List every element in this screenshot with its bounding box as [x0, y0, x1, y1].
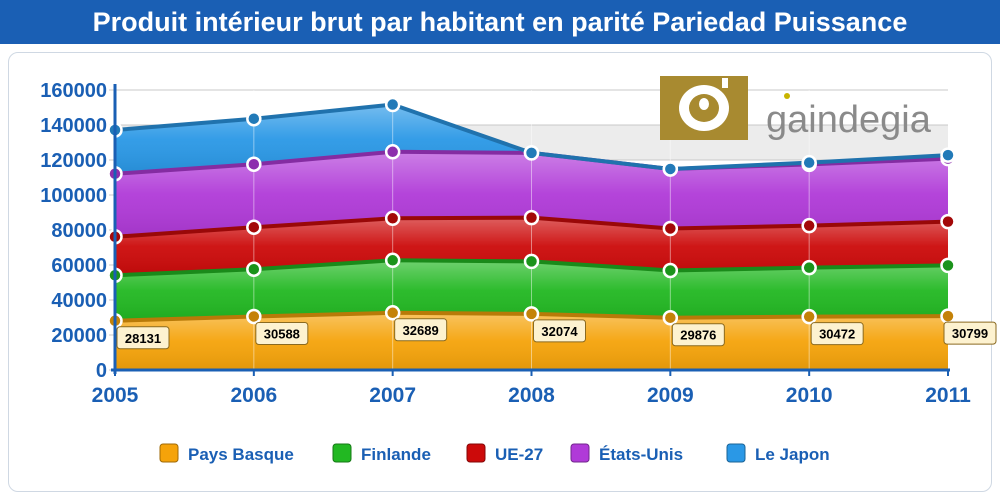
areas: [115, 104, 948, 370]
point-finlande: [662, 262, 679, 279]
point-pays-basque: [523, 306, 540, 322]
legend-label: Finlande: [361, 445, 431, 464]
legend-label: États-Unis: [599, 445, 683, 464]
data-label-box: [671, 323, 725, 347]
data-label-box: [255, 321, 309, 345]
point--tats-unis: [246, 156, 262, 172]
legend-swatch: [159, 443, 179, 463]
y-tick-label: 140000: [40, 115, 107, 137]
data-label: 30472: [810, 322, 864, 346]
y-tick-label: 80000: [51, 220, 107, 242]
point-pays-basque: [940, 308, 956, 324]
point-ue-27: [246, 219, 262, 235]
x-tick-label: 2006: [230, 384, 277, 407]
data-label-box: [533, 319, 586, 343]
point-le-japon: [801, 154, 817, 171]
logo-dot: [784, 93, 790, 99]
legend-label: Le Japon: [755, 445, 830, 464]
point-pays-basque: [801, 308, 817, 325]
legend-swatch: [726, 443, 746, 463]
data-label-box: [394, 318, 448, 342]
data-labels: 28131 30588 32689 32074 29876 30472 30799: [116, 318, 997, 350]
legend-label: Pays Basque: [188, 445, 294, 464]
area-shine-pays-basque: [115, 312, 948, 370]
data-points: [107, 96, 956, 329]
gaindegia-logo-icon: [660, 76, 748, 140]
point-pays-basque: [246, 308, 262, 325]
data-label: 30588: [255, 321, 309, 345]
point-ue-27: [384, 210, 401, 227]
point-pays-basque: [384, 305, 401, 321]
y-tick-label: 100000: [40, 185, 107, 207]
point-le-japon: [246, 110, 262, 127]
data-label: 29876: [671, 323, 725, 347]
legend-item-pays-basque: Pays Basque: [159, 443, 294, 464]
data-label-box: [943, 321, 997, 345]
data-label-text: 29876: [680, 328, 716, 343]
data-label-box: [116, 326, 170, 350]
legend: Pays Basque Finlande UE-27 États-Unis Le Jap…: [159, 443, 830, 464]
area-shine--tats-unis: [115, 151, 948, 237]
y-tick-label: 160000: [40, 80, 107, 102]
x-tick-label: 2010: [786, 384, 833, 407]
point-finlande: [940, 257, 956, 274]
data-label: 32074: [533, 319, 586, 343]
legend-item-ue-27: UE-27: [466, 443, 543, 464]
point-le-japon: [940, 147, 956, 163]
y-tick-label: 60000: [51, 255, 107, 277]
point-le-japon: [523, 145, 540, 161]
point-ue-27: [801, 217, 817, 234]
legend-item-le-japon: Le Japon: [726, 443, 830, 464]
data-label: 28131: [116, 326, 170, 350]
data-label-text: 30799: [952, 326, 988, 341]
legend-item--tats-unis: États-Unis: [570, 443, 683, 464]
x-tick-label: 2011: [925, 384, 971, 407]
point-pays-basque: [662, 309, 679, 326]
y-tick-label: 40000: [51, 290, 107, 312]
data-label-text: 30588: [264, 326, 300, 341]
legend-swatch: [332, 443, 352, 463]
point--tats-unis: [384, 144, 401, 160]
x-tick-label: 2005: [92, 384, 139, 407]
area-shine-ue-27: [115, 217, 948, 276]
point-ue-27: [523, 209, 540, 226]
legend-label: UE-27: [495, 445, 543, 464]
legend-swatch: [466, 443, 486, 463]
y-tick-label: 120000: [40, 150, 107, 172]
chart-title: Produit intérieur brut par habitant en p…: [0, 0, 1000, 44]
data-label-text: 32074: [541, 324, 578, 339]
y-tick-label: 0: [96, 360, 107, 382]
point-le-japon: [662, 161, 679, 177]
data-label-text: 32689: [403, 323, 439, 338]
legend-swatch: [570, 443, 590, 463]
legend-item-finlande: Finlande: [332, 443, 431, 464]
x-tick-label: 2007: [369, 384, 416, 407]
data-label: 32689: [394, 318, 448, 342]
x-tick-label: 2009: [647, 384, 694, 407]
point-finlande: [523, 253, 540, 270]
logo-text: gaindegia: [766, 99, 932, 141]
point-finlande: [801, 259, 817, 276]
data-label-box: [810, 322, 864, 346]
point-ue-27: [662, 220, 679, 237]
point-finlande: [246, 261, 262, 277]
y-tick-label: 20000: [51, 325, 107, 347]
x-tick-label: 2008: [508, 384, 555, 407]
gaindegia-logo: gaindegia: [660, 76, 932, 141]
point-finlande: [384, 252, 401, 269]
data-label-text: 30472: [819, 327, 855, 342]
area-shine-finlande: [115, 260, 948, 321]
data-label-text: 28131: [125, 331, 161, 346]
point-le-japon: [384, 96, 401, 113]
data-label: 30799: [943, 321, 997, 345]
axes: 0 20000 40000 60000 80000 100000 120000 140000 1…: [40, 80, 971, 407]
point-ue-27: [940, 213, 956, 230]
